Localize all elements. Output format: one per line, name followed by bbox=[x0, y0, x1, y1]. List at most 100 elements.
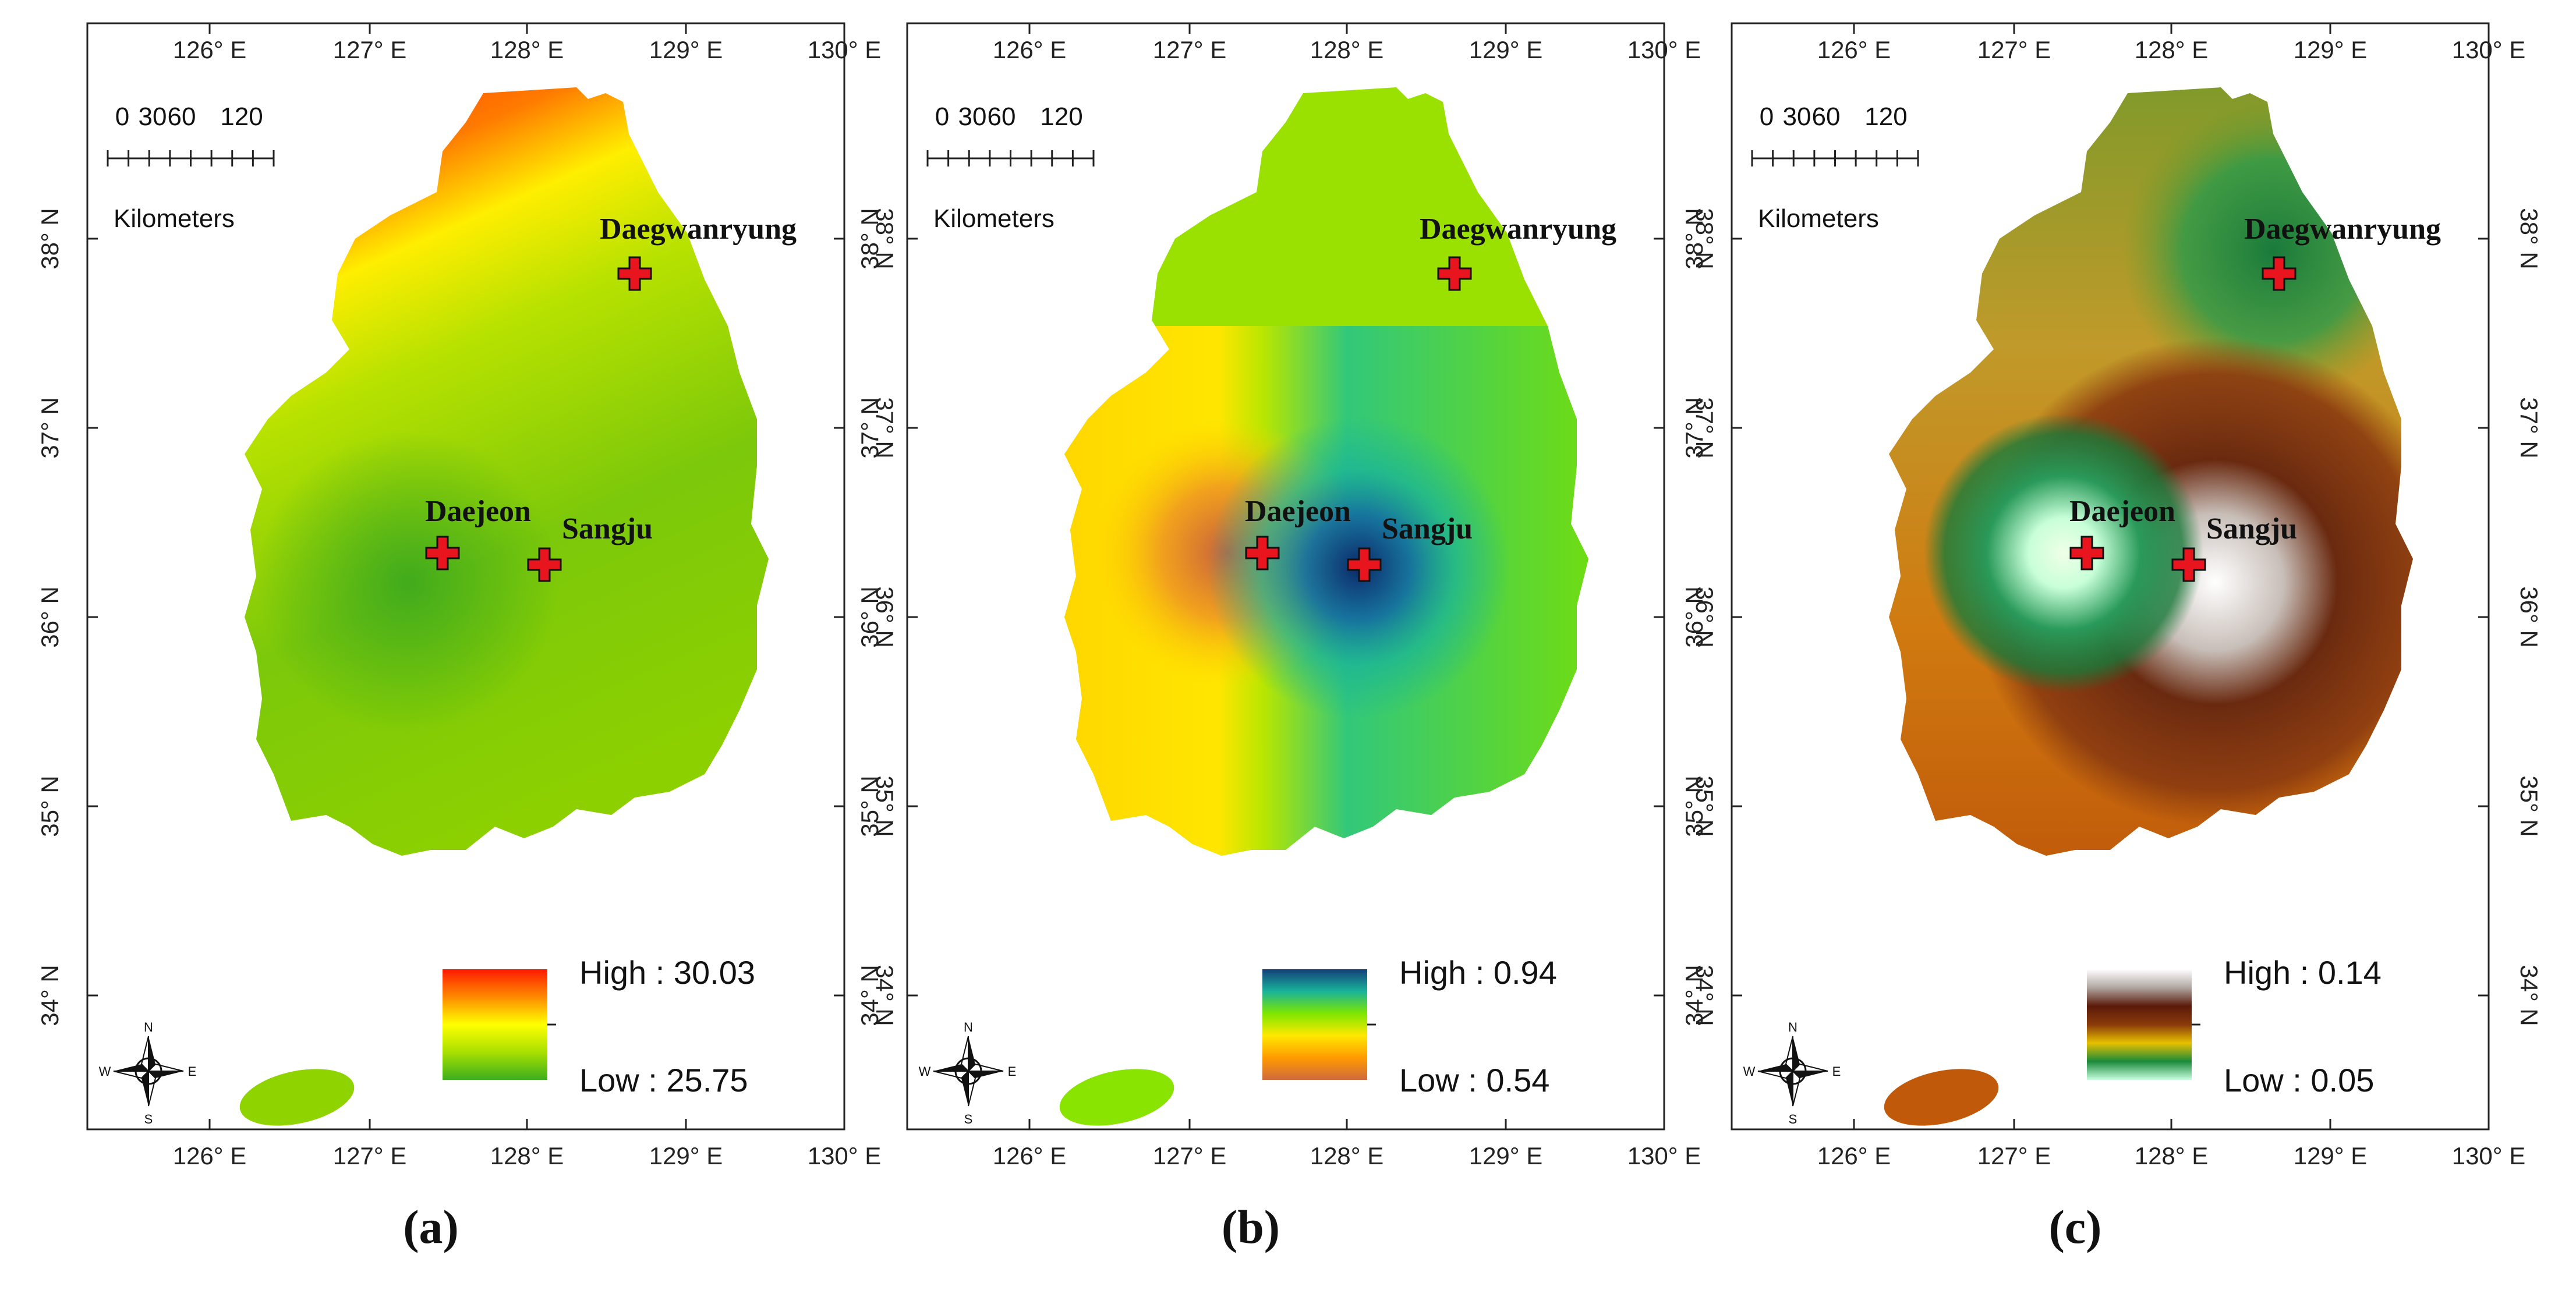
compass-w-label: W bbox=[1743, 1064, 1756, 1079]
x-tick-label-top: 129° E bbox=[2294, 36, 2368, 63]
station-label: Daegwanryung bbox=[600, 212, 797, 246]
x-tick-label-top: 126° E bbox=[1817, 36, 1891, 63]
north-arrow-icon: N S E W bbox=[919, 1020, 1017, 1126]
y-tick-label-left: 35° N bbox=[36, 775, 63, 837]
y-tick-label-left: 37° N bbox=[856, 397, 883, 459]
scale-bar: 0 30 60 120 Kilometers bbox=[1751, 102, 1919, 233]
station-sangju: Sangju bbox=[2171, 512, 2297, 582]
y-tick-label-left: 34° N bbox=[36, 965, 63, 1026]
y-tick-label-right: 35° N bbox=[2515, 775, 2543, 837]
legend-low-label: Low : 25.75 bbox=[579, 1062, 748, 1098]
x-tick-label-bottom: 126° E bbox=[173, 1142, 247, 1170]
y-tick-label-left: 38° N bbox=[856, 208, 883, 270]
y-tick-label-right: 35° N bbox=[1691, 775, 1718, 837]
compass-n-label: N bbox=[1788, 1020, 1797, 1034]
y-tick-label-right: 38° N bbox=[871, 208, 898, 270]
station-cross-icon bbox=[527, 547, 562, 582]
y-tick-label-right: 36° N bbox=[871, 586, 898, 648]
legend-colorbar bbox=[1262, 969, 1367, 1080]
station-cross-icon bbox=[1437, 256, 1472, 291]
y-tick-label-right: 37° N bbox=[2515, 397, 2543, 459]
station-daejeon: Daejeon bbox=[425, 495, 531, 570]
x-tick-label-top: 128° E bbox=[2135, 36, 2209, 63]
legend-high-label: High : 0.94 bbox=[1399, 954, 1557, 991]
map-frame bbox=[1731, 22, 2490, 1131]
station-daejeon: Daejeon bbox=[1245, 495, 1351, 570]
scale-label: 0 bbox=[115, 102, 129, 131]
compass-e-label: E bbox=[1008, 1064, 1017, 1079]
station-cross-icon bbox=[2262, 256, 2297, 291]
y-tick-label-left: 35° N bbox=[856, 775, 883, 837]
station-label: Daejeon bbox=[2069, 495, 2175, 528]
scale-label: 30 bbox=[139, 102, 167, 131]
station-label: Sangju bbox=[1382, 512, 1473, 545]
station-label: Daejeon bbox=[425, 495, 531, 528]
y-tick-label-right: 37° N bbox=[1691, 397, 1718, 459]
y-tick-label-left: 34° N bbox=[856, 965, 883, 1026]
station-cross-icon bbox=[1347, 547, 1382, 582]
legend: High : 30.03 Low : 25.75 bbox=[443, 954, 755, 1098]
y-tick-label-left: 37° N bbox=[1680, 397, 1708, 459]
legend-colorbar bbox=[2087, 969, 2192, 1080]
x-tick-label-top: 127° E bbox=[1977, 36, 2051, 63]
x-tick-label-bottom: 129° E bbox=[2294, 1142, 2368, 1170]
y-tick-label-right: 36° N bbox=[2515, 586, 2543, 648]
station-cross-icon bbox=[1245, 536, 1280, 570]
y-tick-label-left: 36° N bbox=[36, 586, 63, 648]
x-tick-label-top: 130° E bbox=[1627, 36, 1701, 63]
compass-s-label: S bbox=[1789, 1112, 1797, 1126]
y-tick-label-right: 34° N bbox=[871, 965, 898, 1026]
map-frame bbox=[86, 22, 845, 1131]
y-tick-label-right: 36° N bbox=[1691, 586, 1718, 648]
x-tick-label-top: 130° E bbox=[2452, 36, 2526, 63]
x-tick-label-bottom: 129° E bbox=[649, 1142, 723, 1170]
x-tick-label-bottom: 127° E bbox=[1977, 1142, 2051, 1170]
scale-label: 60 bbox=[988, 102, 1016, 131]
compass-s-label: S bbox=[144, 1112, 153, 1126]
station-daejeon: Daejeon bbox=[2069, 495, 2175, 570]
north-arrow-icon: N S E W bbox=[1743, 1020, 1841, 1126]
jeju-island bbox=[1059, 1069, 1174, 1126]
surface-raster bbox=[1064, 87, 1588, 856]
y-tick-label-right: 34° N bbox=[1691, 965, 1718, 1026]
legend: High : 0.14 Low : 0.05 bbox=[2087, 954, 2382, 1098]
x-tick-label-bottom: 128° E bbox=[2135, 1142, 2209, 1170]
x-tick-label-bottom: 126° E bbox=[993, 1142, 1067, 1170]
map-frame bbox=[906, 22, 1665, 1131]
panel-caption: (c) bbox=[2048, 1200, 2101, 1253]
x-tick-label-bottom: 130° E bbox=[1627, 1142, 1701, 1170]
north-arrow-icon: N S E W bbox=[99, 1020, 197, 1126]
panel-a: 126° E 126° E 127° E 127° E 128° E 128° E 129°… bbox=[36, 22, 898, 1253]
scale-unit-label: Kilometers bbox=[1758, 204, 1879, 233]
scale-label: 120 bbox=[220, 102, 263, 131]
panel-b: 126° E 126° E 127° E 127° E 128° E 128° E 129°… bbox=[856, 22, 1718, 1253]
legend: High : 0.94 Low : 0.54 bbox=[1262, 954, 1557, 1098]
compass-w-label: W bbox=[99, 1064, 111, 1079]
scale-unit-label: Kilometers bbox=[114, 204, 235, 233]
scale-label: 120 bbox=[1864, 102, 1907, 131]
x-tick-label-bottom: 127° E bbox=[333, 1142, 407, 1170]
surface-raster bbox=[245, 87, 769, 856]
x-tick-label-bottom: 129° E bbox=[1469, 1142, 1543, 1170]
station-cross-icon bbox=[425, 536, 460, 570]
legend-high-label: High : 30.03 bbox=[579, 954, 755, 991]
station-label: Daejeon bbox=[1245, 495, 1351, 528]
y-tick-label-left: 36° N bbox=[856, 586, 883, 648]
scale-bar: 0 30 60 120 Kilometers bbox=[926, 102, 1095, 233]
y-tick-label-left: 34° N bbox=[1680, 965, 1708, 1026]
x-tick-label-top: 127° E bbox=[1153, 36, 1227, 63]
x-tick-label-top: 127° E bbox=[333, 36, 407, 63]
scale-label: 30 bbox=[958, 102, 987, 131]
compass-e-label: E bbox=[188, 1064, 197, 1079]
x-tick-label-top: 128° E bbox=[490, 36, 564, 63]
scale-bar: 0 30 60 120 Kilometers bbox=[107, 102, 275, 233]
legend-low-label: Low : 0.05 bbox=[2224, 1062, 2374, 1098]
compass-n-label: N bbox=[144, 1020, 153, 1034]
scale-label: 120 bbox=[1040, 102, 1082, 131]
scale-label: 0 bbox=[935, 102, 949, 131]
panel-c: 126° E 126° E 127° E 127° E 128° E 128° E 129°… bbox=[1680, 22, 2543, 1253]
compass-n-label: N bbox=[964, 1020, 973, 1034]
station-sangju: Sangju bbox=[1347, 512, 1473, 582]
legend-colorbar bbox=[443, 969, 547, 1080]
